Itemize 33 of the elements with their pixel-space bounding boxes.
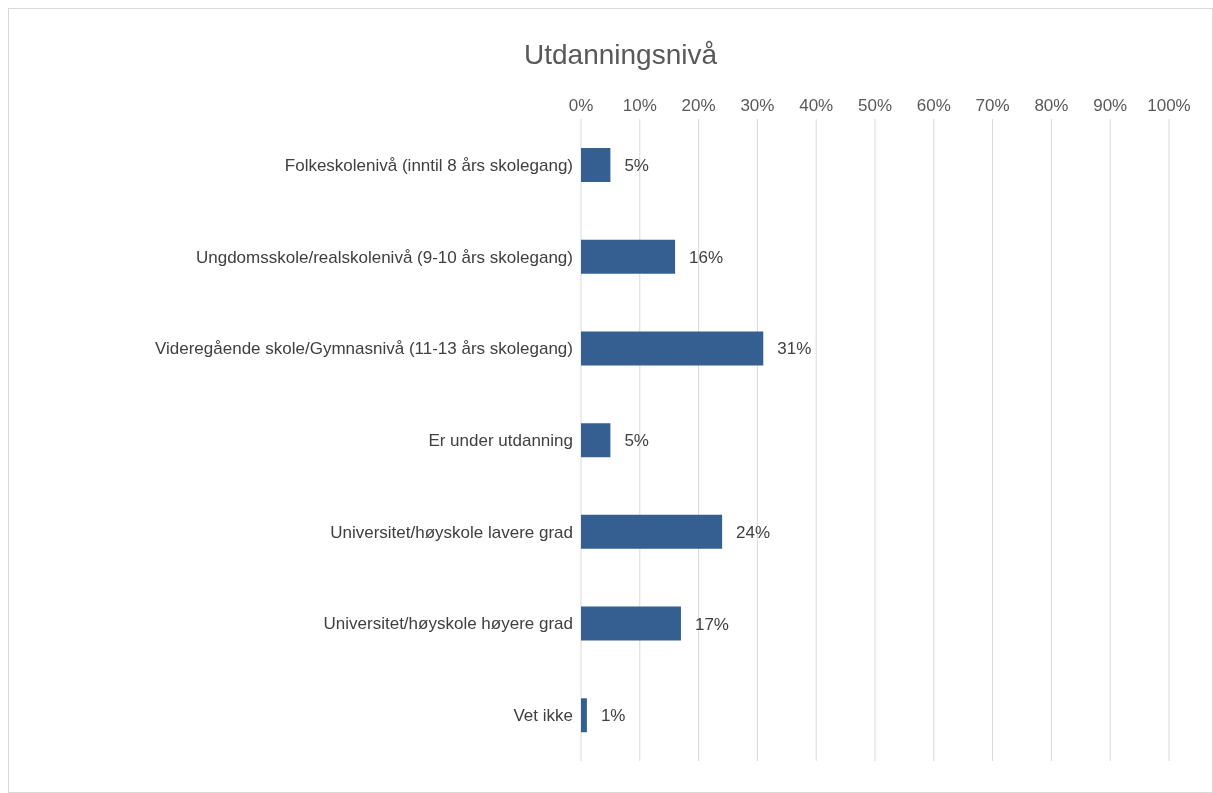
x-tick-label: 90%: [1093, 96, 1128, 115]
data-label: 31%: [777, 339, 812, 359]
data-label: 1%: [600, 706, 626, 726]
bar: [581, 514, 723, 549]
y-tick-label: Universitet/høyskole lavere grad: [330, 522, 573, 542]
y-tick-label: Ungdomsskole/realskolenivå (9-10 års skolegang): [195, 247, 573, 267]
bar: [581, 423, 611, 458]
y-tick-label: Folkeskolenivå (inntil 8 års skolegang): [284, 155, 573, 175]
x-tick-label: 30%: [740, 96, 775, 115]
bar: [581, 148, 611, 182]
x-tick-label: 70%: [975, 96, 1010, 115]
x-tick-label: 80%: [1034, 96, 1069, 115]
data-label: 24%: [736, 522, 771, 542]
chart-title: Utdanningsnivå: [523, 38, 718, 71]
data-label: 5%: [624, 156, 649, 176]
bar: [581, 239, 676, 274]
bar: [581, 606, 681, 641]
data-label: 16%: [689, 247, 724, 267]
bar: [581, 698, 587, 733]
y-tick-label: Videregående skole/Gymnasnivå (11-13 års skolegang): [154, 339, 573, 359]
y-tick-label: Er under utdanning: [428, 431, 573, 451]
data-label: 5%: [624, 431, 649, 451]
data-label: 17%: [694, 614, 729, 634]
x-tick-label: 0%: [568, 96, 594, 115]
x-tick-label: 10%: [622, 96, 657, 115]
x-tick-label: 60%: [916, 96, 951, 115]
x-tick-label: 40%: [799, 96, 834, 115]
x-tick-label: 100%: [1147, 96, 1191, 115]
bar: [581, 331, 764, 366]
y-tick-label: Universitet/høyskole høyere grad: [323, 614, 573, 634]
y-tick-label: Vet ikke: [513, 706, 573, 726]
x-tick-label: 50%: [857, 96, 893, 115]
x-tick-label: 20%: [681, 96, 716, 115]
